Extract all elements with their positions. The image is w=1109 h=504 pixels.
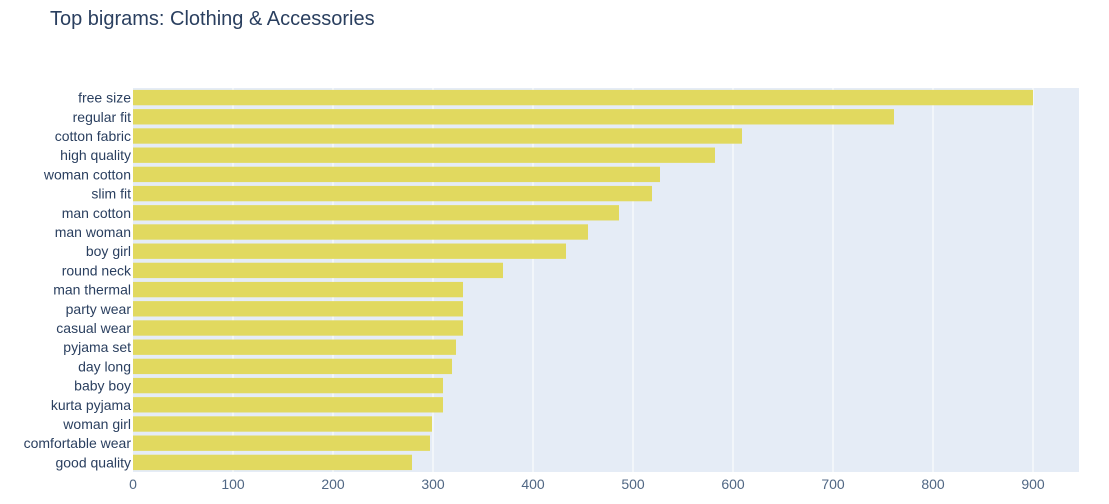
- bar: [133, 205, 619, 221]
- category-label: kurta pyjama: [51, 397, 131, 413]
- bar: [133, 358, 452, 375]
- category-label: high quality: [60, 147, 131, 163]
- x-tick-label: 200: [321, 476, 345, 492]
- plot-area: [133, 88, 1079, 472]
- bar: [133, 281, 463, 298]
- bar: [133, 262, 503, 279]
- x-tick-labels: 0 100 200 300 400 500 600 700 800 900: [129, 476, 1045, 492]
- bar: [133, 147, 715, 163]
- bar: [133, 416, 432, 432]
- category-label: comfortable wear: [24, 435, 132, 451]
- bar: [133, 301, 463, 317]
- category-label: round neck: [62, 262, 132, 278]
- category-label: party wear: [66, 301, 132, 317]
- x-tick-label: 300: [421, 476, 445, 492]
- bar: [133, 243, 566, 259]
- x-tick-label: 0: [129, 476, 137, 492]
- bars: [133, 89, 1033, 471]
- bar: [133, 89, 1033, 106]
- category-label: good quality: [55, 454, 131, 470]
- category-label: regular fit: [73, 109, 131, 125]
- x-tick-label: 400: [521, 476, 545, 492]
- x-tick-label: 700: [821, 476, 845, 492]
- chart-title: Top bigrams: Clothing & Accessories: [50, 8, 375, 30]
- category-label: pyjama set: [63, 339, 131, 355]
- bar: [133, 454, 412, 471]
- bar: [133, 435, 430, 451]
- x-tick-label: 100: [221, 476, 245, 492]
- category-label: slim fit: [91, 186, 131, 202]
- bar: [133, 185, 652, 202]
- category-label: cotton fabric: [55, 128, 131, 144]
- bar: [133, 109, 894, 125]
- bar: [133, 166, 660, 183]
- bar: [133, 339, 456, 355]
- category-label: casual wear: [56, 320, 131, 336]
- bar: [133, 128, 742, 144]
- bar: [133, 320, 463, 336]
- category-label: boy girl: [86, 243, 131, 259]
- bar: [133, 377, 443, 394]
- x-tick-label: 500: [621, 476, 645, 492]
- x-tick-label: 600: [721, 476, 745, 492]
- category-label: free size: [78, 90, 131, 106]
- category-label: man cotton: [62, 205, 131, 221]
- category-labels: free size regular fit cotton fabric high qu…: [24, 90, 132, 471]
- category-label: man thermal: [53, 282, 131, 298]
- bar: [133, 224, 588, 240]
- category-label: woman cotton: [43, 166, 131, 182]
- x-tick-label: 900: [1021, 476, 1045, 492]
- category-label: woman girl: [62, 416, 131, 432]
- category-label: man woman: [55, 224, 131, 240]
- bar: [133, 397, 443, 413]
- x-tick-label: 800: [921, 476, 945, 492]
- category-label: baby boy: [74, 378, 131, 394]
- category-label: day long: [78, 358, 131, 374]
